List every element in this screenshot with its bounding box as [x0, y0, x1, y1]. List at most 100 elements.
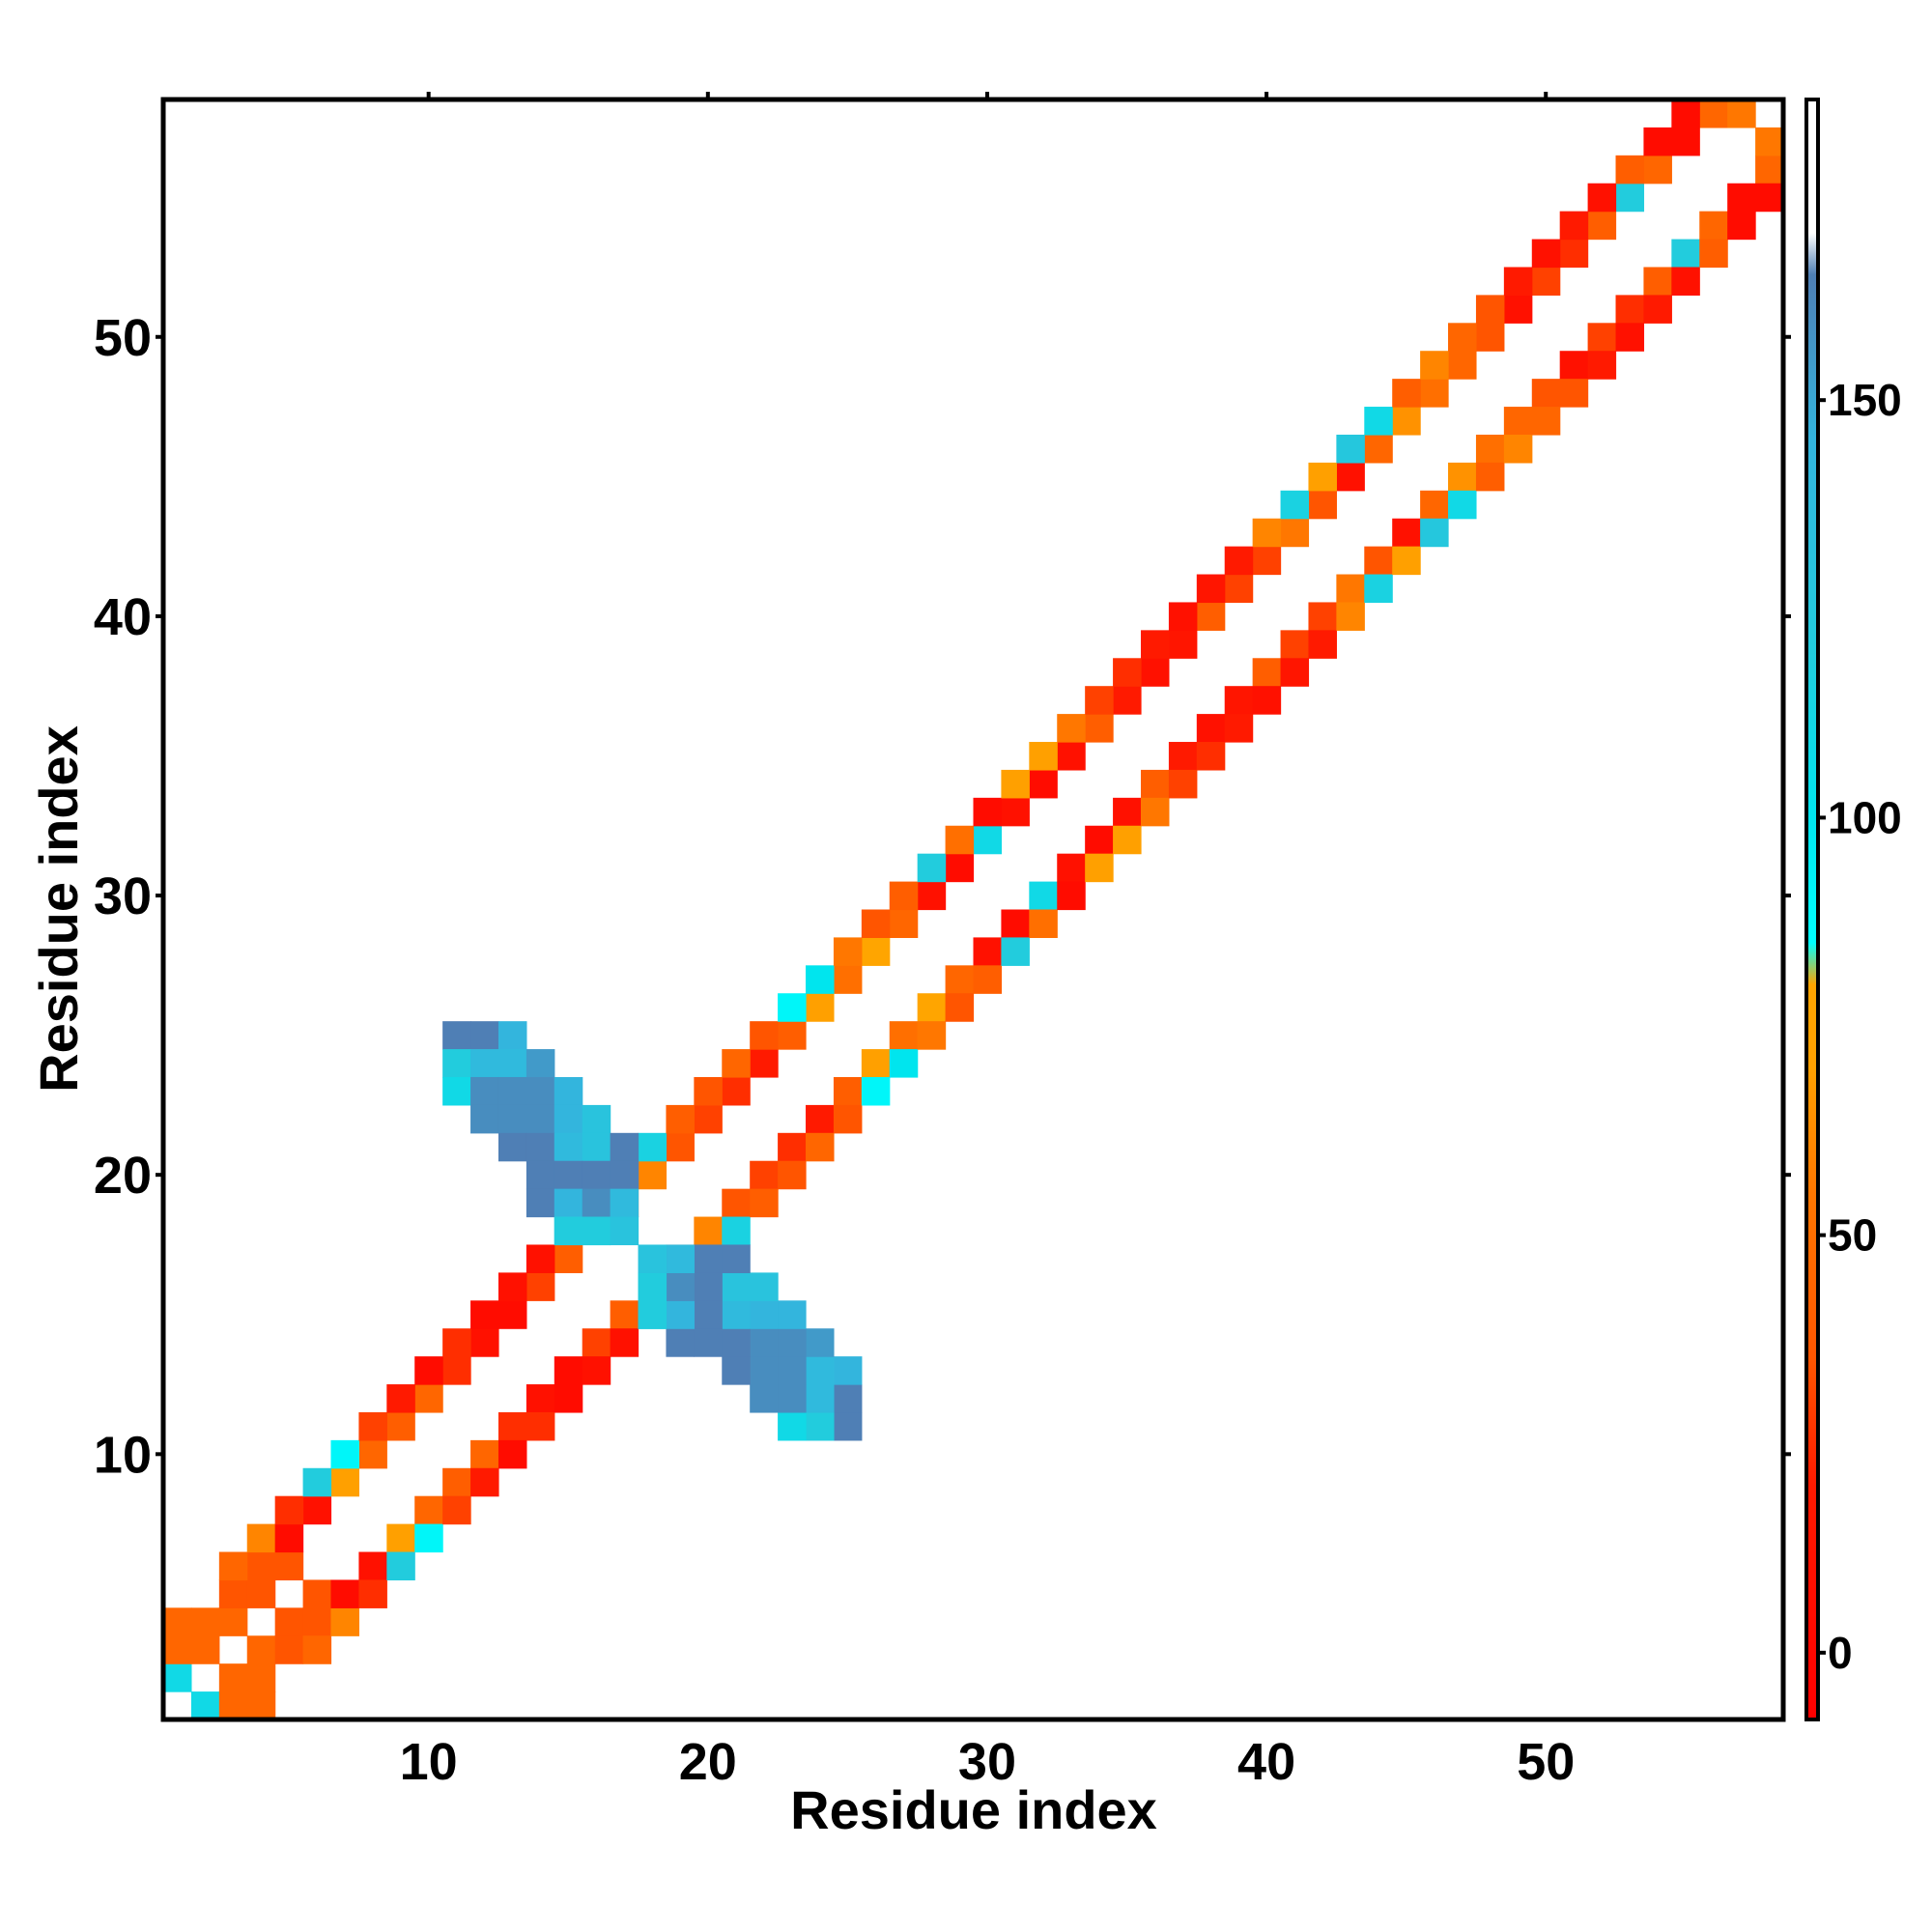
heatmap-cell: [610, 1328, 639, 1357]
heatmap-cell: [666, 1272, 695, 1301]
heatmap-cell: [497, 1049, 527, 1078]
heatmap-cell: [1308, 490, 1337, 520]
heatmap-cell: [1448, 323, 1477, 352]
heatmap-cell: [722, 1244, 751, 1273]
heatmap-cell: [1392, 546, 1421, 576]
heatmap-cell: [1336, 602, 1365, 631]
heatmap-cell: [666, 1300, 695, 1329]
heatmap-cell: [806, 1104, 835, 1134]
heatmap-cell: [1448, 351, 1477, 380]
heatmap-cell: [806, 1384, 835, 1413]
heatmap-cell: [218, 1607, 248, 1636]
heatmap-cell: [861, 909, 891, 939]
heatmap-cell: [497, 1439, 527, 1469]
heatmap-cell: [861, 1049, 891, 1078]
heatmap-cell: [526, 1104, 555, 1134]
heatmap-cell: [610, 1160, 639, 1190]
heatmap-cell: [945, 853, 975, 883]
heatmap-cell: [973, 797, 1003, 827]
heatmap-cell: [1531, 239, 1561, 269]
x-tick-label: 20: [679, 1733, 737, 1791]
heatmap-cell: [1057, 853, 1086, 883]
heatmap-cell: [582, 1216, 611, 1246]
heatmap-cell: [442, 1495, 471, 1525]
heatmap-cell: [750, 1188, 779, 1218]
heatmap-cell: [1755, 127, 1784, 156]
heatmap-cell: [1559, 379, 1589, 408]
heatmap-cell: [666, 1132, 695, 1162]
heatmap-cell: [1168, 602, 1198, 631]
heatmap-cell: [442, 1021, 471, 1050]
heatmap-cell: [190, 1635, 220, 1664]
heatmap-cell: [1224, 574, 1254, 604]
heatmap-cell: [666, 1244, 695, 1273]
heatmap-cell: [442, 1049, 471, 1078]
heatmap-cell: [302, 1607, 332, 1636]
x-tick-label: 50: [1517, 1733, 1575, 1791]
heatmap-cell: [638, 1300, 668, 1329]
heatmap-cell: [1252, 546, 1282, 576]
heatmap-cell: [1336, 574, 1365, 604]
heatmap-cell: [1699, 239, 1728, 269]
heatmap-cell: [917, 993, 947, 1022]
heatmap-cell: [833, 1384, 863, 1413]
heatmap-cell: [833, 1356, 863, 1385]
heatmap-cell: [246, 1523, 276, 1553]
heatmap-cell: [497, 1076, 527, 1106]
y-tick-label: 20: [94, 1147, 152, 1205]
x-tick-label: 40: [1237, 1733, 1295, 1791]
heatmap-cell: [358, 1411, 387, 1441]
colorbar-tick-label: 100: [1828, 792, 1902, 842]
heatmap-cell: [497, 1132, 527, 1162]
heatmap-cell: [330, 1607, 359, 1636]
heatmap-cell: [1140, 658, 1170, 687]
heatmap-cell: [554, 1384, 583, 1413]
heatmap-cell: [1420, 490, 1449, 520]
heatmap-cell: [1057, 881, 1086, 911]
heatmap-cell: [1420, 351, 1449, 380]
heatmap-cell: [889, 909, 919, 939]
heatmap-cell: [414, 1356, 443, 1385]
heatmap-cell: [889, 1021, 919, 1050]
heatmap-cell: [1196, 574, 1226, 604]
heatmap-cell: [414, 1523, 443, 1553]
heatmap-cell: [1643, 295, 1672, 324]
heatmap-cell: [1252, 658, 1282, 687]
heatmap-cell: [1364, 434, 1393, 464]
heatmap-cell: [1392, 407, 1421, 436]
heatmap-cell: [1503, 267, 1533, 296]
heatmap-cell: [218, 1579, 248, 1608]
heatmap-cells: [163, 99, 1784, 1720]
heatmap-cell: [1029, 881, 1058, 911]
heatmap-cell: [722, 1076, 751, 1106]
heatmap-cell: [386, 1411, 415, 1441]
heatmap-cell: [1001, 909, 1030, 939]
colorbar-tick-label: 50: [1828, 1210, 1877, 1261]
heatmap-cell: [1643, 155, 1672, 185]
heatmap-cell: [806, 965, 835, 994]
heatmap-cell: [470, 1076, 499, 1106]
heatmap-cell: [1531, 267, 1561, 296]
heatmap-cell: [1029, 769, 1058, 799]
heatmap-cell: [1587, 351, 1617, 380]
heatmap-cell: [1140, 630, 1170, 659]
heatmap-cell: [694, 1216, 723, 1246]
heatmap-cell: [1531, 407, 1561, 436]
heatmap-cell: [526, 1384, 555, 1413]
heatmap-cell: [1503, 407, 1533, 436]
heatmap-cell: [470, 1328, 499, 1357]
heatmap-cell: [638, 1160, 668, 1190]
heatmap-cell: [778, 1160, 807, 1190]
heatmap-cell: [554, 1132, 583, 1162]
heatmap-cell: [442, 1356, 471, 1385]
y-tick-label: 10: [94, 1426, 152, 1484]
heatmap-cell: [1755, 183, 1784, 213]
heatmap-cell: [526, 1272, 555, 1301]
heatmap-cell: [218, 1663, 248, 1692]
heatmap-cell: [442, 1328, 471, 1357]
heatmap-cell: [973, 937, 1003, 966]
heatmap-cell: [470, 1439, 499, 1469]
heatmap-cell: [1392, 379, 1421, 408]
heatmap-cell: [1420, 518, 1449, 548]
heatmap-cell: [163, 1635, 192, 1664]
